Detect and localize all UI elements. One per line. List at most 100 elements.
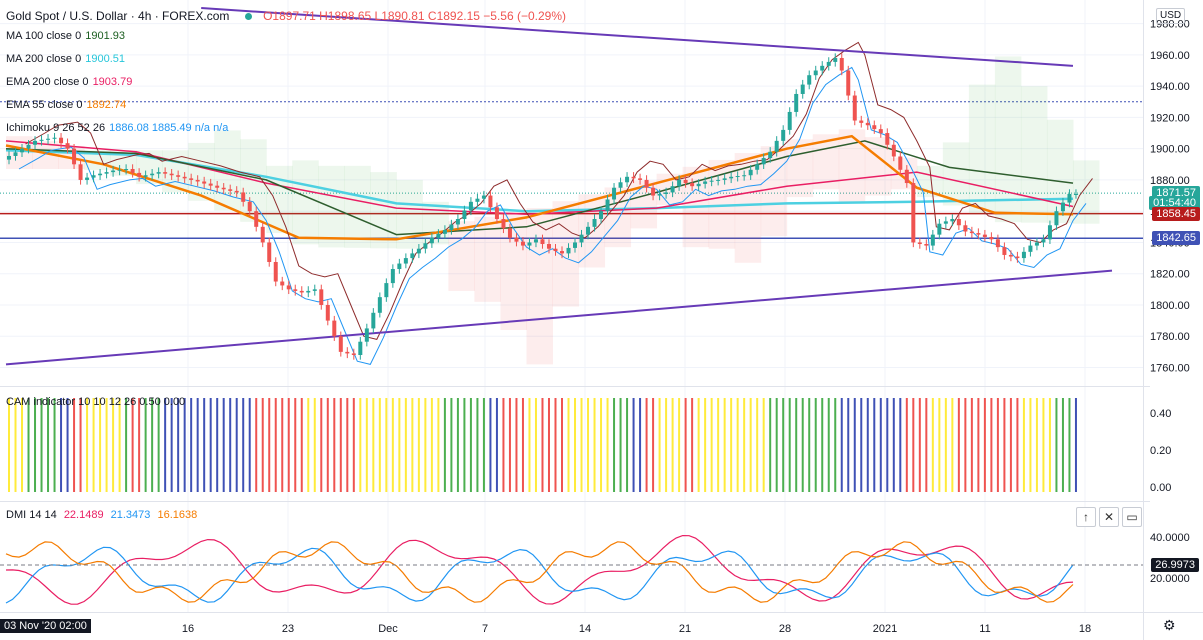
candle-body [846,70,851,96]
candle-body [26,144,31,149]
maximize-pane-button[interactable]: ▭ [1122,507,1142,527]
candle-body [228,189,233,191]
candle-body [898,156,903,170]
cloud-segment [578,194,606,268]
y-tick-label: 1880.00 [1150,175,1190,187]
candle-body [449,224,454,230]
candle-body [46,138,51,140]
candle-body [826,61,831,66]
candle-body [280,281,285,286]
candle-body [618,182,623,188]
candle-body [761,158,766,165]
candle-body [150,173,155,176]
candle-body [781,129,786,141]
candle-body [976,233,981,235]
candle-body [1041,239,1046,243]
candle-body [631,176,636,179]
candle-body [514,237,519,242]
candle-body [364,328,369,342]
x-tick-label: 23 [282,623,294,635]
candle-body [59,137,64,144]
candle-body [436,233,441,238]
candle-body [124,168,129,170]
candle-body [794,93,799,112]
candle-body [820,65,825,71]
dmi-tick-label: 40.0000 [1150,532,1190,544]
candle-body [586,226,591,235]
candle-body [865,122,870,126]
candle-body [338,336,343,352]
ohlc-values: O1897.71 H1898.65 L1890.81 C1892.15 −5.5… [263,9,566,23]
candle-body [963,225,968,232]
candle-body [488,195,493,208]
indicator-value: 1903.79 [92,76,133,88]
indicator-name: MA 200 close 0 [6,53,82,65]
dmi-minus-line [5,546,1074,604]
indicator-legend-item[interactable]: EMA 55 close 0 1892.74 [6,98,232,112]
dmi-tick-label: 20.0000 [1150,573,1190,585]
candle-body [299,290,304,293]
y-tick-label: 1780.00 [1150,331,1190,343]
candle-body [599,211,604,220]
indicator-value: 1892.74 [86,99,127,111]
currency-label[interactable]: USD [1156,8,1186,24]
candle-body [494,207,499,220]
candle-body [273,261,278,282]
x-tick-label: 16 [182,623,194,635]
price-badge: 01:54:40 [1149,195,1200,210]
cam-bars: 0.40 0.20 0.00 [8,398,1171,494]
candle-body [234,190,239,193]
indicator-legend-item[interactable]: MA 200 close 0 1900.51 [6,52,232,66]
candle-body [1015,256,1020,259]
candle-body [52,137,57,139]
candle-body [852,95,857,121]
candle-body [111,170,116,173]
settings-gear-icon[interactable]: ⚙ [1163,617,1176,633]
candle-body [520,241,525,246]
price-series [5,7,1113,366]
ma100-line [5,140,1074,236]
candle-body [625,176,630,183]
x-tick-label: 7 [482,623,488,635]
cloud-segment [448,221,475,291]
candle-body [7,155,11,160]
candle-body [969,231,974,234]
cloud-segment [370,172,397,249]
candle-body [800,84,805,94]
candle-body [377,297,382,313]
y-tick-label: 1800.00 [1150,300,1190,312]
indicator-legend-item[interactable]: EMA 200 close 0 1903.79 [6,75,232,89]
candle-body [566,247,571,254]
indicator-legend-item[interactable]: MA 100 close 0 1901.93 [6,29,232,43]
candle-body [85,177,90,180]
candle-body [742,175,747,177]
cloud-segment [994,56,1022,223]
candle-body [579,234,584,243]
move-up-button[interactable]: ↑ [1076,507,1096,527]
symbol-title[interactable]: Gold Spot / U.S. Dollar · 4h · FOREX.com [6,9,230,23]
candle-body [468,201,473,211]
tenkan-line [18,66,1087,365]
cloud-segment [942,142,970,206]
candle-body [20,148,25,153]
candle-body [696,183,701,187]
candle-body [429,237,434,244]
candle-body [716,179,721,181]
candle-body [98,173,103,176]
candle-body [878,129,883,134]
x-tick-label: 18 [1079,623,1091,635]
indicator-legend-item[interactable]: Ichimoku 9 26 52 26 1886.08 1885.49 n/a n… [6,121,232,135]
candle-body [358,341,363,355]
close-pane-button[interactable]: ✕ [1099,507,1119,527]
candles [7,53,1078,360]
candle-body [475,198,480,202]
candle-body [859,120,864,123]
candle-body [807,75,812,85]
cloud-segment [292,160,319,245]
candle-body [137,172,142,177]
candle-body [423,243,428,249]
candle-body [644,179,649,188]
candle-body [1054,211,1059,226]
candle-body [39,139,44,141]
